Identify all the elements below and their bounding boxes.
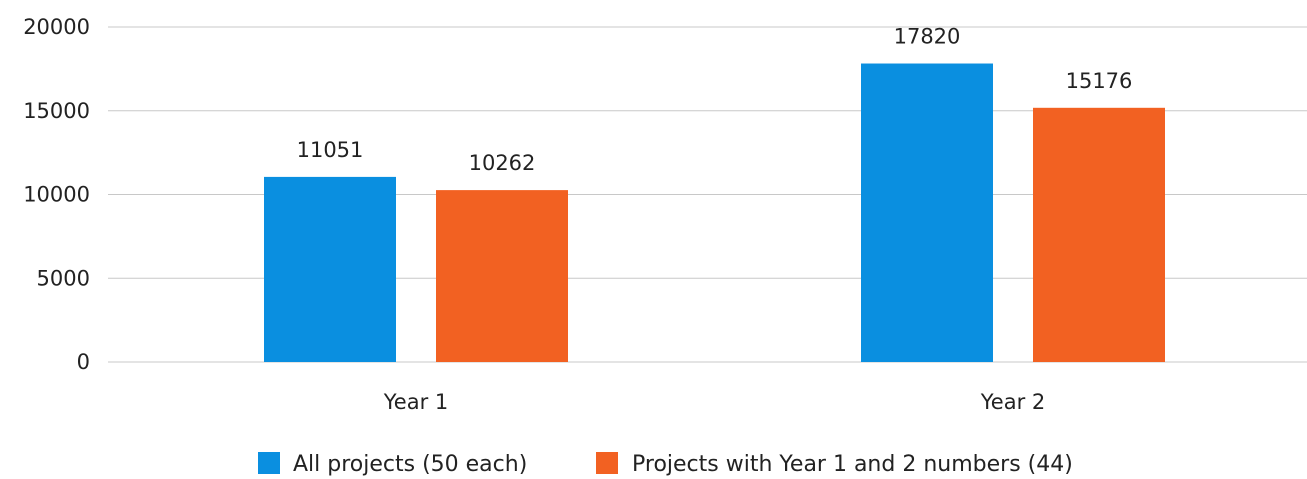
data-label: 17820 xyxy=(894,25,961,49)
y-tick-label: 15000 xyxy=(23,99,90,123)
data-label: 11051 xyxy=(297,138,364,162)
y-tick-label: 20000 xyxy=(23,15,90,39)
x-axis-ticks: Year 1 Year 2 xyxy=(383,390,1046,414)
bar-all-projects-1 xyxy=(861,63,993,362)
bar-projects-with-numbers-1 xyxy=(1033,107,1165,362)
y-tick-label: 5000 xyxy=(37,266,90,290)
y-tick-label: 0 xyxy=(77,350,90,374)
legend-label: Projects with Year 1 and 2 numbers (44) xyxy=(632,452,1073,477)
y-axis-ticks: 0 5000 10000 15000 20000 xyxy=(23,15,90,374)
legend-label: All projects (50 each) xyxy=(293,452,527,477)
y-tick-label: 10000 xyxy=(23,183,90,207)
data-labels: 11051 17820 10262 15176 xyxy=(297,25,1133,176)
legend: All projects (50 each) Projects with Year… xyxy=(258,452,1073,477)
data-label: 15176 xyxy=(1066,69,1133,93)
legend-item-1: Projects with Year 1 and 2 numbers (44) xyxy=(596,452,1073,477)
bar-projects-with-numbers-0 xyxy=(436,190,568,362)
legend-item-0: All projects (50 each) xyxy=(258,452,527,477)
data-label: 10262 xyxy=(469,151,536,175)
bar-all-projects-0 xyxy=(264,176,396,362)
x-tick-label: Year 2 xyxy=(980,390,1046,414)
x-tick-label: Year 1 xyxy=(383,390,449,414)
legend-swatch xyxy=(258,452,280,474)
bars xyxy=(264,63,1165,362)
legend-swatch xyxy=(596,452,618,474)
